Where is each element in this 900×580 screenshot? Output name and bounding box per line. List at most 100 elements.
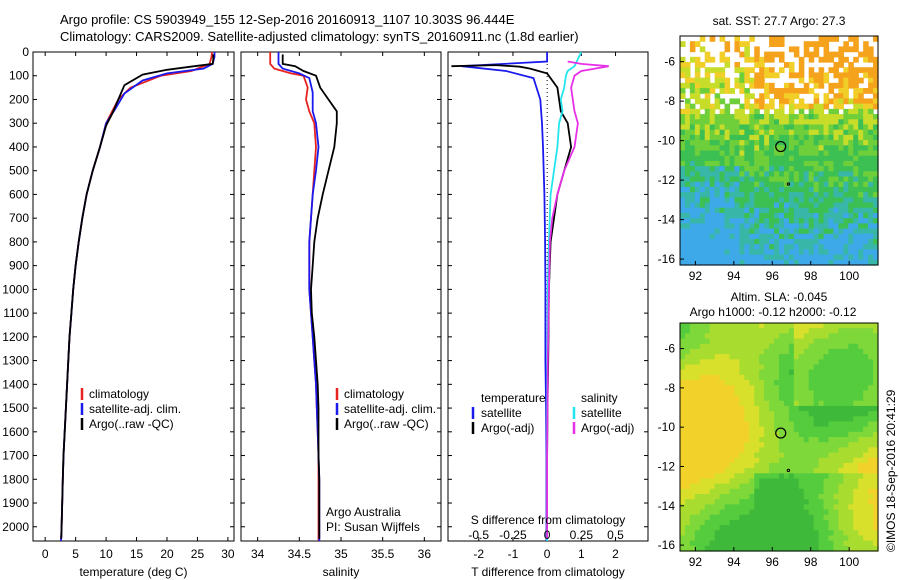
map-cell bbox=[783, 514, 790, 521]
map-cell bbox=[853, 186, 859, 193]
y-tick-label: 1600 bbox=[2, 425, 29, 439]
map-cell bbox=[838, 93, 844, 100]
map-cell bbox=[828, 488, 835, 495]
map-cell bbox=[714, 233, 721, 240]
map-cell bbox=[828, 333, 835, 340]
map-cell bbox=[699, 452, 706, 459]
map-cell bbox=[774, 41, 780, 48]
map-cell bbox=[873, 197, 879, 204]
map-cell bbox=[798, 437, 805, 443]
map-cell bbox=[783, 452, 790, 459]
map-cell bbox=[769, 478, 775, 485]
map-cell bbox=[709, 431, 716, 438]
map-cell bbox=[808, 535, 815, 542]
map-cell bbox=[719, 545, 726, 552]
map-cell bbox=[744, 494, 750, 500]
map-cell bbox=[868, 160, 874, 167]
map-cell bbox=[793, 207, 800, 214]
map-cell bbox=[769, 82, 775, 89]
map-cell bbox=[744, 51, 750, 58]
map-cell bbox=[709, 400, 716, 407]
map-cell bbox=[754, 124, 760, 131]
map-cell bbox=[863, 530, 869, 537]
map-cell bbox=[828, 254, 835, 261]
map-cell bbox=[714, 328, 721, 334]
map-cell bbox=[689, 134, 696, 141]
map-cell bbox=[739, 166, 745, 172]
map-cell bbox=[858, 462, 864, 469]
map-cell bbox=[759, 369, 765, 376]
map-cell bbox=[680, 150, 686, 157]
map-cell bbox=[680, 338, 686, 345]
map-cell bbox=[848, 166, 854, 172]
map-cell bbox=[719, 519, 726, 526]
map-cell bbox=[724, 228, 731, 235]
map-cell bbox=[680, 426, 686, 433]
map-cell bbox=[689, 338, 696, 345]
map-cell bbox=[838, 160, 844, 167]
map-cell bbox=[788, 134, 795, 141]
map-cell bbox=[754, 483, 760, 490]
map-cell bbox=[684, 119, 691, 126]
map-cell bbox=[833, 62, 839, 68]
map-cell bbox=[843, 244, 849, 250]
map-cell bbox=[744, 525, 750, 531]
map-cell bbox=[764, 431, 770, 438]
map-cell bbox=[704, 238, 711, 245]
map-cell bbox=[709, 134, 716, 141]
map-cell bbox=[704, 93, 711, 100]
map-cell bbox=[729, 385, 736, 391]
map-cell bbox=[818, 405, 825, 412]
map-cell bbox=[828, 452, 835, 459]
map-cell bbox=[779, 150, 785, 157]
map-cell bbox=[759, 457, 765, 464]
map-cell bbox=[699, 488, 706, 495]
map-cell bbox=[813, 202, 820, 209]
map-cell bbox=[774, 431, 780, 438]
map-cell bbox=[714, 468, 721, 474]
map-cell bbox=[858, 499, 864, 505]
map-cell bbox=[803, 437, 810, 443]
map-cell bbox=[853, 535, 859, 542]
map-cell bbox=[719, 390, 726, 397]
map-cell bbox=[719, 473, 726, 480]
map-cell bbox=[843, 41, 849, 48]
map-cell bbox=[699, 483, 706, 490]
map-cell bbox=[798, 530, 805, 537]
map-cell bbox=[754, 338, 760, 345]
map-cell bbox=[848, 437, 854, 443]
map-cell bbox=[818, 525, 825, 531]
map-cell bbox=[714, 166, 721, 172]
map-cell bbox=[704, 192, 711, 198]
map-cell bbox=[699, 478, 706, 485]
map-cell bbox=[764, 380, 770, 386]
map-cell bbox=[714, 223, 721, 230]
map-cell bbox=[749, 155, 755, 162]
map-cell bbox=[759, 483, 765, 490]
map-cell bbox=[833, 98, 839, 105]
map-cell bbox=[759, 82, 765, 89]
map-title: Altim. SLA: -0.045 bbox=[731, 290, 828, 304]
map-cell bbox=[838, 540, 844, 547]
map-cell bbox=[754, 333, 760, 340]
map-cell bbox=[694, 186, 701, 193]
map-cell bbox=[779, 202, 785, 209]
map-cell bbox=[759, 530, 765, 537]
map-cell bbox=[714, 426, 721, 433]
map-cell bbox=[788, 519, 795, 526]
map-cell bbox=[699, 494, 706, 500]
map-cell bbox=[719, 437, 726, 443]
map-cell bbox=[808, 150, 815, 157]
map-cell bbox=[833, 145, 839, 152]
map-cell bbox=[769, 519, 775, 526]
map-cell bbox=[704, 509, 711, 516]
map-cell bbox=[744, 457, 750, 464]
map-cell bbox=[714, 129, 721, 136]
map-cell bbox=[680, 202, 686, 209]
map-cell bbox=[680, 212, 686, 219]
map-cell bbox=[783, 421, 790, 428]
map-cell bbox=[858, 134, 864, 141]
map-cell bbox=[803, 519, 810, 526]
map-cell bbox=[848, 155, 854, 162]
map-cell bbox=[729, 343, 736, 350]
